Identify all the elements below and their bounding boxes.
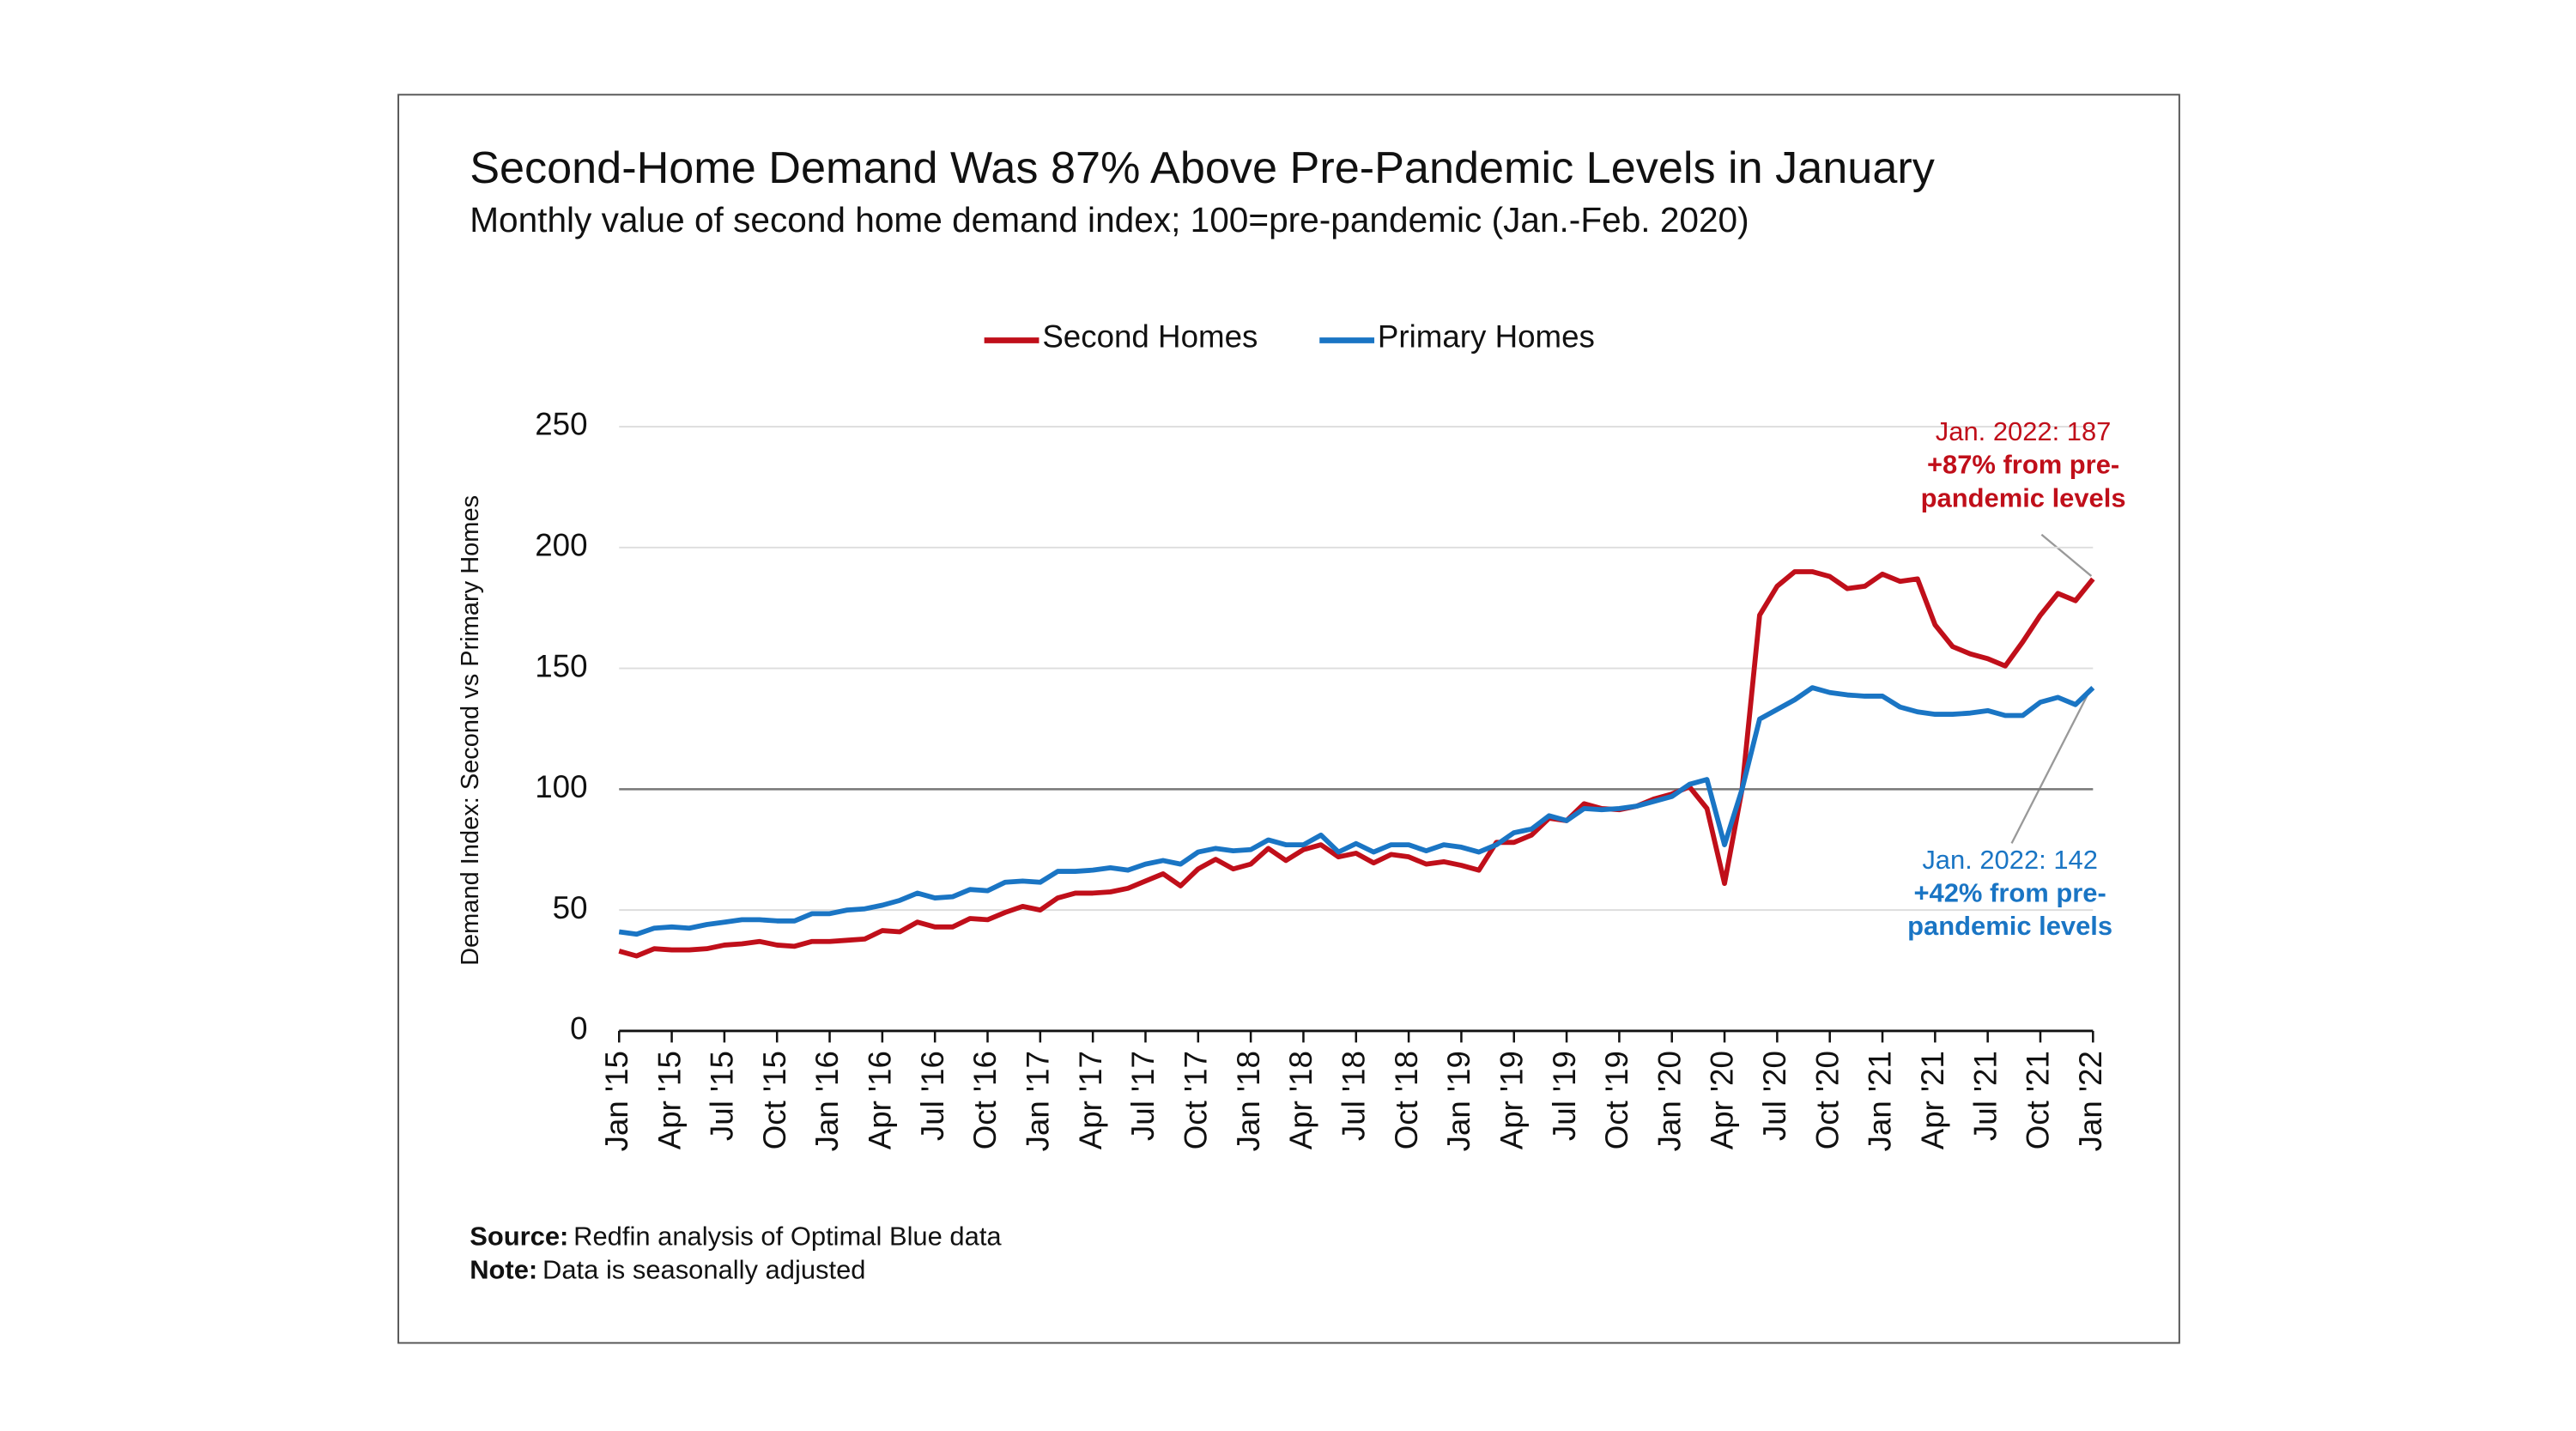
chart-title: Second-Home Demand Was 87% Above Pre-Pan… [470,143,1935,193]
x-tick-label: Jul '17 [1125,1051,1161,1141]
x-tick-label: Jan '19 [1441,1051,1476,1151]
note-label: Note: [470,1254,537,1284]
y-tick-label: 200 [535,528,587,563]
x-tick-label: Oct '21 [2021,1051,2056,1149]
x-tick-label: Jul '19 [1547,1051,1582,1141]
y-tick-label: 150 [535,648,587,683]
x-tick-label: Apr '16 [863,1051,898,1149]
x-tick-label: Apr '20 [1705,1051,1740,1149]
note-text: Data is seasonally adjusted [542,1254,865,1284]
annotation: Jan. 2022: 187 [1936,416,2112,446]
x-tick-label: Apr '15 [652,1051,687,1149]
y-axis-label: Demand Index: Second vs Primary Homes [457,495,484,966]
x-tick-label: Jul '20 [1757,1051,1792,1141]
x-tick-label: Jan '15 [599,1051,634,1151]
y-tick-label: 100 [535,769,587,804]
x-tick-label: Jan '22 [2073,1051,2108,1151]
x-tick-label: Apr '19 [1494,1051,1529,1149]
x-tick-label: Apr '17 [1073,1051,1108,1149]
legend-label: Primary Homes [1378,318,1595,354]
x-tick-label: Oct '18 [1389,1051,1424,1149]
chart-subtitle: Monthly value of second home demand inde… [470,200,1749,240]
x-tick-label: Jan '17 [1021,1051,1056,1151]
x-tick-label: Oct '15 [757,1051,792,1149]
x-tick-label: Jul '16 [915,1051,950,1141]
x-tick-label: Apr '18 [1283,1051,1318,1149]
x-tick-label: Jan '20 [1652,1051,1687,1151]
x-tick-label: Oct '16 [967,1051,1003,1149]
source-text: Redfin analysis of Optimal Blue data [573,1222,1002,1252]
annotation: +87% from pre- [1927,450,2119,480]
x-tick-label: Apr '21 [1915,1051,1950,1149]
note: Note: Data is seasonally adjusted [470,1254,865,1284]
x-tick-label: Jul '21 [1967,1051,2003,1141]
annotation: +42% from pre- [1913,878,2106,908]
x-tick-label: Jul '15 [705,1051,740,1141]
leader-line [2040,533,2093,577]
x-tick-label: Jan '18 [1231,1051,1266,1151]
leader-line [2010,693,2089,844]
y-tick-label: 250 [535,407,587,442]
source: Source: Redfin analysis of Optimal Blue d… [470,1222,1002,1252]
x-tick-label: Oct '20 [1809,1051,1845,1149]
annotation: pandemic levels [1907,911,2112,941]
y-tick-label: 0 [570,1011,587,1046]
x-tick-label: Oct '17 [1179,1051,1214,1149]
source-label: Source: [470,1222,568,1252]
frame [397,94,2180,1344]
x-tick-label: Jul '18 [1336,1051,1371,1141]
x-tick-label: Oct '19 [1599,1051,1634,1149]
line-series [618,685,2095,937]
line-series [618,569,2095,959]
x-tick-label: Jan '21 [1863,1051,1898,1151]
y-tick-label: 50 [553,890,588,925]
x-tick-label: Jan '16 [809,1051,845,1151]
annotation: Jan. 2022: 142 [1922,845,2098,875]
annotation: pandemic levels [1921,482,2126,512]
legend-label: Second Homes [1042,318,1258,354]
